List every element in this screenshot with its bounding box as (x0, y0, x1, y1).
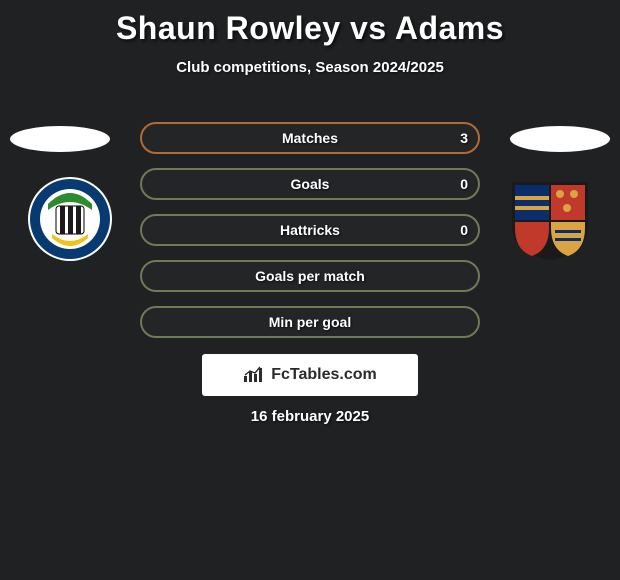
stat-label: Hattricks (280, 222, 340, 238)
stat-row-hattricks: Hattricks 0 (140, 214, 480, 246)
stat-label: Matches (282, 130, 338, 146)
stat-right-value: 0 (460, 222, 468, 238)
player-spotlight-right (510, 126, 610, 152)
club-crest-right (500, 176, 600, 262)
stat-label: Goals per match (255, 268, 365, 284)
bar-chart-icon (243, 366, 265, 384)
stat-row-matches: Matches 3 (140, 122, 480, 154)
club-crest-left (20, 176, 120, 262)
brand-label: FcTables.com (271, 366, 377, 384)
page-title: Shaun Rowley vs Adams (0, 0, 620, 47)
stat-row-goals-per-match: Goals per match (140, 260, 480, 292)
stat-row-min-per-goal: Min per goal (140, 306, 480, 338)
stat-right-value: 3 (460, 130, 468, 146)
stat-row-goals: Goals 0 (140, 168, 480, 200)
page-subtitle: Club competitions, Season 2024/2025 (0, 59, 620, 76)
stat-label: Goals (291, 176, 330, 192)
brand-badge: FcTables.com (202, 354, 418, 396)
date-label: 16 february 2025 (0, 408, 620, 425)
stat-right-value: 0 (460, 176, 468, 192)
stats-container: Matches 3 Goals 0 Hattricks 0 Goals per … (140, 122, 480, 352)
stat-label: Min per goal (269, 314, 351, 330)
player-spotlight-left (10, 126, 110, 152)
